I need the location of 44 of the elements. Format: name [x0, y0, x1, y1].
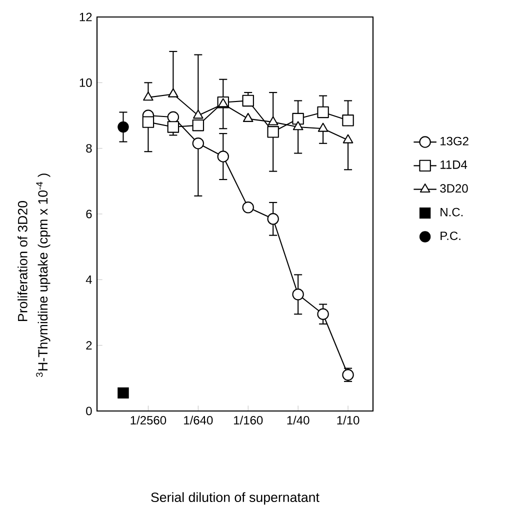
point — [317, 308, 329, 320]
y-axis-title: Proliferation of 3D20 — [18, 201, 28, 321]
y-tick-label: 10 — [80, 78, 92, 87]
y-tick-label: 0 — [86, 406, 92, 416]
legend-label: N.C. — [440, 208, 463, 216]
point — [242, 94, 254, 107]
x-tick-label: 1/160 — [234, 416, 263, 425]
point — [242, 202, 254, 214]
point — [267, 126, 279, 138]
y-tick-label: 4 — [86, 276, 92, 284]
legend-label: P.C. — [440, 232, 460, 240]
point — [268, 116, 278, 126]
point — [192, 119, 204, 132]
point — [292, 121, 304, 130]
point — [167, 121, 180, 133]
legend-label: 11D4 — [440, 160, 468, 169]
point — [292, 288, 304, 300]
point — [118, 121, 129, 133]
point — [143, 92, 154, 101]
point — [342, 134, 354, 144]
x-tick-label: 1/640 — [184, 416, 213, 425]
text: $^{3}$H-Thymidine uptake (cpm x 10$^{-4}$ ) — [36, 174, 50, 377]
y-tick-label: 2 — [86, 341, 92, 350]
point — [267, 213, 279, 225]
point — [118, 387, 129, 399]
x-tick-label: 1/40 — [287, 416, 310, 425]
point — [192, 138, 204, 150]
y-tick-label: 8 — [86, 144, 92, 153]
legend-label: 13G2 — [440, 136, 468, 146]
legend-label: 3D20 — [440, 184, 468, 193]
point — [342, 114, 354, 126]
point — [168, 88, 178, 98]
point — [242, 112, 254, 122]
point — [292, 112, 304, 125]
x-tick-label: 1/2560 — [130, 416, 166, 425]
point — [193, 110, 204, 119]
point — [142, 116, 154, 128]
point — [317, 106, 329, 118]
x-tick-label: 1/10 — [337, 416, 360, 425]
y-tick-label: 6 — [86, 210, 92, 218]
point — [217, 150, 230, 162]
y-tick-label: 12 — [80, 12, 92, 22]
point — [318, 122, 328, 132]
text: Serial dilution of supernatant — [151, 492, 320, 505]
